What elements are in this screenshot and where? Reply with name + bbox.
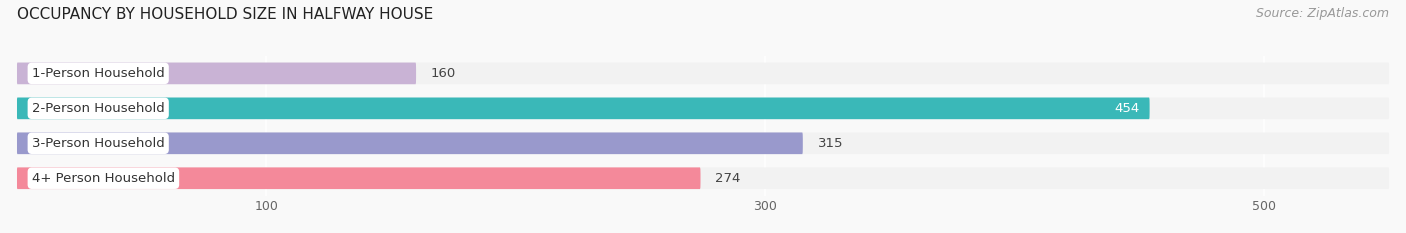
- Text: 2-Person Household: 2-Person Household: [32, 102, 165, 115]
- FancyBboxPatch shape: [17, 167, 700, 189]
- Text: 274: 274: [716, 172, 741, 185]
- Text: 454: 454: [1115, 102, 1140, 115]
- Text: 4+ Person Household: 4+ Person Household: [32, 172, 174, 185]
- FancyBboxPatch shape: [17, 132, 803, 154]
- Text: 3-Person Household: 3-Person Household: [32, 137, 165, 150]
- Text: 160: 160: [432, 67, 457, 80]
- FancyBboxPatch shape: [17, 167, 1389, 189]
- FancyBboxPatch shape: [17, 62, 416, 84]
- Text: 315: 315: [818, 137, 844, 150]
- FancyBboxPatch shape: [17, 97, 1150, 119]
- FancyBboxPatch shape: [17, 62, 1389, 84]
- FancyBboxPatch shape: [17, 97, 1389, 119]
- FancyBboxPatch shape: [17, 132, 1389, 154]
- Text: 1-Person Household: 1-Person Household: [32, 67, 165, 80]
- Text: Source: ZipAtlas.com: Source: ZipAtlas.com: [1256, 7, 1389, 20]
- Text: OCCUPANCY BY HOUSEHOLD SIZE IN HALFWAY HOUSE: OCCUPANCY BY HOUSEHOLD SIZE IN HALFWAY H…: [17, 7, 433, 22]
